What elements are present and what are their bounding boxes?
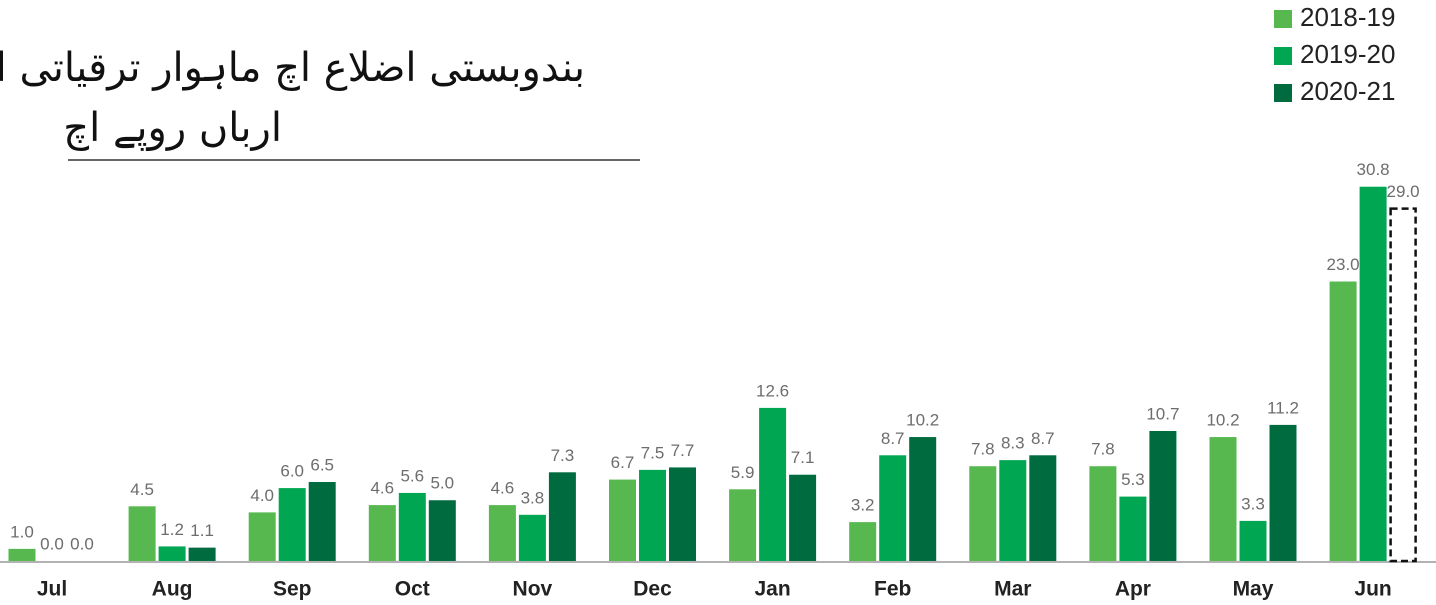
x-tick-label: Dec xyxy=(633,578,672,601)
bar xyxy=(1119,496,1147,561)
x-tick-label: Oct xyxy=(395,578,430,601)
legend-swatch xyxy=(1274,10,1292,28)
bar xyxy=(1149,430,1177,561)
bar xyxy=(278,488,306,561)
legend-label: 2020-21 xyxy=(1300,76,1395,106)
bar xyxy=(128,506,156,561)
legend-label: 2018-19 xyxy=(1300,2,1395,32)
value-label: 7.8 xyxy=(1091,440,1115,459)
value-label: 4.6 xyxy=(370,479,394,498)
bar xyxy=(639,469,666,561)
value-label: 0.0 xyxy=(40,534,64,553)
x-tick-label: Aug xyxy=(152,578,193,601)
value-label: 5.0 xyxy=(430,474,454,493)
value-label: 7.1 xyxy=(791,448,815,467)
x-tick-label: Jan xyxy=(755,578,791,601)
bar xyxy=(188,547,216,561)
bar xyxy=(879,455,907,561)
bar xyxy=(368,505,396,561)
bar xyxy=(398,492,426,561)
x-tick-label: Mar xyxy=(994,578,1031,601)
value-label: 6.5 xyxy=(310,455,334,474)
value-label: 7.8 xyxy=(971,440,995,459)
x-tick-label: Apr xyxy=(1115,578,1151,601)
value-label: 7.7 xyxy=(671,441,695,460)
bar xyxy=(1029,455,1057,561)
value-label: 11.2 xyxy=(1267,398,1299,417)
bar xyxy=(428,500,456,561)
bar xyxy=(999,460,1027,561)
value-label: 8.3 xyxy=(1001,434,1025,453)
chart-title: بندوبستی اضلاع اچ ماہوار ترقیاتی اخراجات xyxy=(0,45,585,91)
x-tick-label: Sep xyxy=(273,578,312,601)
bar xyxy=(518,514,546,561)
bar xyxy=(669,467,696,561)
bar xyxy=(248,512,276,561)
value-label: 6.0 xyxy=(280,462,304,481)
x-tick-label: Nov xyxy=(513,578,553,601)
value-label: 8.7 xyxy=(881,429,905,448)
bar xyxy=(1269,424,1297,561)
chart-subtitle: ارباں روپے اچ xyxy=(63,105,282,151)
value-label: 29.0 xyxy=(1387,182,1420,201)
bar xyxy=(488,505,516,561)
value-label: 1.1 xyxy=(190,521,214,540)
value-label: 4.5 xyxy=(130,480,154,499)
value-label: 6.7 xyxy=(611,453,635,472)
bar xyxy=(1359,186,1387,561)
legend-label: 2019-20 xyxy=(1300,39,1395,69)
value-label: 12.6 xyxy=(756,381,789,400)
value-label: 3.8 xyxy=(521,488,545,507)
x-tick-label: Jul xyxy=(37,578,67,601)
bar xyxy=(1089,466,1117,561)
bar xyxy=(759,407,787,561)
x-tick-label: May xyxy=(1233,578,1274,601)
value-label: 4.6 xyxy=(491,479,515,498)
x-tick-label: Jun xyxy=(1354,578,1391,601)
legend-swatch xyxy=(1274,47,1292,65)
bar xyxy=(308,482,336,561)
value-label: 5.9 xyxy=(731,463,755,482)
x-tick-label: Feb xyxy=(874,578,911,601)
value-label: 7.5 xyxy=(641,443,665,462)
bar xyxy=(158,546,186,561)
bar xyxy=(548,472,576,561)
bar xyxy=(1329,281,1357,561)
value-label: 10.7 xyxy=(1146,404,1179,423)
value-label: 4.0 xyxy=(250,486,274,505)
bar xyxy=(729,489,757,561)
value-label: 10.2 xyxy=(1206,411,1239,430)
bar xyxy=(1389,207,1417,563)
legend-swatch xyxy=(1274,84,1292,102)
value-label: 5.6 xyxy=(400,466,424,485)
bar xyxy=(909,437,937,561)
bar xyxy=(849,522,877,561)
value-label: 7.3 xyxy=(551,446,575,465)
value-label: 30.8 xyxy=(1357,160,1390,179)
bar xyxy=(609,479,636,561)
value-label: 10.2 xyxy=(906,411,939,430)
bar xyxy=(969,466,997,561)
value-label: 1.0 xyxy=(10,522,34,541)
value-label: 3.3 xyxy=(1241,494,1265,513)
bar xyxy=(1209,437,1237,561)
value-label: 1.2 xyxy=(160,520,184,539)
bar xyxy=(789,474,817,561)
value-label: 23.0 xyxy=(1327,255,1360,274)
value-label: 0.0 xyxy=(70,534,94,553)
value-label: 5.3 xyxy=(1121,470,1145,489)
value-label: 8.7 xyxy=(1031,429,1055,448)
bar xyxy=(1239,520,1267,561)
bar xyxy=(8,548,36,561)
value-label: 3.2 xyxy=(851,496,875,515)
